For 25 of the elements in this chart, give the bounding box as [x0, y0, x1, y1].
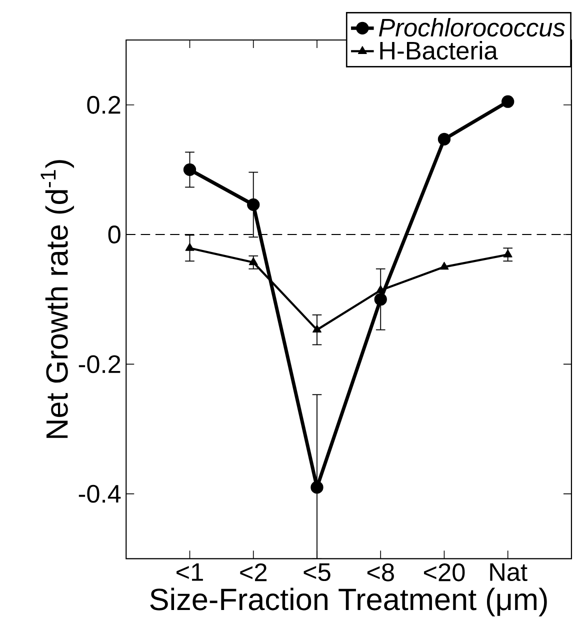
point: [503, 249, 512, 258]
x-axis-title: Size-Fraction Treatment (μm): [150, 588, 547, 616]
x-tick-label: <8: [367, 563, 394, 582]
point: [185, 242, 194, 251]
x-tick-label: Nat: [490, 563, 528, 582]
x-tick-label: <1: [176, 563, 203, 581]
point: [248, 257, 258, 266]
x-tick-label: <20: [424, 563, 465, 582]
point: [183, 163, 196, 176]
legend-label: Prochlorococcus: [378, 18, 565, 37]
y-tick-label: 0.2: [87, 96, 120, 114]
point: [247, 198, 260, 212]
y-tick-label: -0.4: [78, 484, 121, 503]
point: [374, 293, 387, 306]
point: [376, 285, 386, 293]
point: [502, 95, 514, 108]
y-tick-label: -0.2: [78, 355, 120, 374]
legend-label: H-Bacteria: [380, 41, 498, 60]
point: [312, 324, 322, 333]
y-tick-label: 0: [108, 226, 120, 244]
point: [440, 262, 449, 270]
y-axis-title: Net Growth rate (d$^{-1}$): [40, 160, 74, 438]
x-tick-label: <2: [240, 563, 267, 582]
point: [438, 132, 451, 146]
x-tick-label: <5: [304, 563, 330, 582]
